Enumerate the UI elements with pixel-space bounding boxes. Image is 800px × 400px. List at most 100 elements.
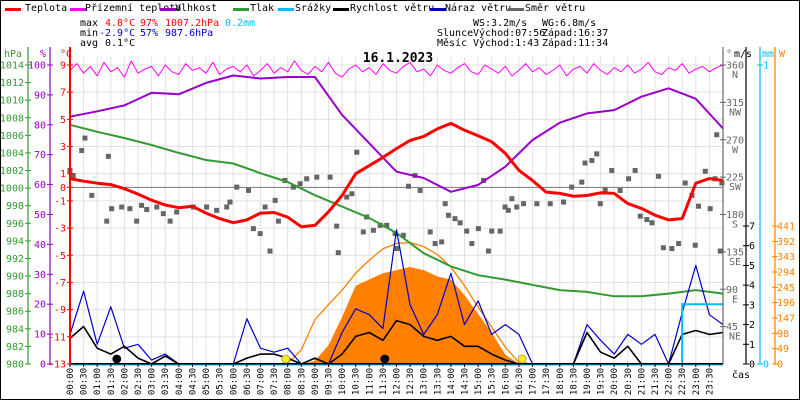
wind-direction-point xyxy=(154,204,160,210)
axis-tick-label-temp: 0 xyxy=(60,183,66,194)
axis-tick-label-percent: 30 xyxy=(34,270,46,281)
axis-tick-label-direction: 180 xyxy=(726,210,744,221)
wind-direction-point xyxy=(597,201,603,207)
axis-tick-label-hPa: 1008 xyxy=(0,113,24,124)
x-tick-label: 06:30 xyxy=(243,368,253,395)
x-tick-label: 08:30 xyxy=(297,368,307,395)
wind-direction-point xyxy=(349,191,355,197)
axis-tick-label-direction: 90 xyxy=(726,285,738,296)
wind-direction-point xyxy=(417,187,423,193)
legend-swatch-srazky xyxy=(278,8,294,11)
wind-direction-point xyxy=(224,204,230,210)
grid xyxy=(70,57,723,365)
axis-tick-label-temp: -7 xyxy=(54,278,66,289)
axis-tick-label-percent: 40 xyxy=(34,240,46,251)
wind-direction-point xyxy=(489,228,495,234)
axis-tick-label-hPa: 1004 xyxy=(0,148,24,159)
wind-direction-point xyxy=(405,183,411,189)
axis-tick-label-temp: -1 xyxy=(54,196,66,207)
axis-tick-label-direction: 225 xyxy=(726,173,744,184)
wind-direction-point xyxy=(589,158,595,164)
compass-label: N xyxy=(732,70,738,81)
x-tick-label: 07:30 xyxy=(270,368,280,395)
wind-direction-point xyxy=(475,226,481,232)
axis-tick-label-percent: 60 xyxy=(34,180,46,191)
wind-direction-point xyxy=(400,232,406,238)
wind-direction-point xyxy=(452,216,458,222)
axis-tick-label-wind: 0 xyxy=(749,360,755,371)
x-tick-label: 15:30 xyxy=(488,368,498,395)
wind-direction-point xyxy=(497,228,503,234)
stat-ws: WS:3.2m/s xyxy=(473,18,528,29)
legend-swatch-smer xyxy=(508,8,524,11)
wind-direction-point xyxy=(561,199,567,205)
x-tick-label: 22:30 xyxy=(678,368,688,395)
x-tick-label: 16:00 xyxy=(501,368,511,395)
x-tick-label: 05:00 xyxy=(202,368,212,395)
wind-direction-point xyxy=(717,248,723,254)
wind-direction-point xyxy=(275,218,281,224)
x-tick-label: 13:30 xyxy=(433,368,443,395)
x-tick-label: 03:30 xyxy=(161,368,171,395)
x-tick-label: 21:00 xyxy=(637,368,647,395)
axes: hPa% °C ° m/s mm W101410121010100810061004100… xyxy=(0,47,795,395)
moonset-time: Západ:11:34 xyxy=(542,38,609,49)
compass-label: W xyxy=(732,145,739,156)
x-tick-label: 00:30 xyxy=(80,368,90,395)
x-tick-label: 11:30 xyxy=(379,368,389,395)
axis-tick-label-wind: 5 xyxy=(749,261,755,272)
axis-tick-label-temp: -11 xyxy=(48,332,66,343)
wind-direction-point xyxy=(617,187,623,193)
stat-min-temp: -2.9°C xyxy=(99,28,136,39)
axis-tick-label-temp: -5 xyxy=(54,251,66,262)
wind-direction-point xyxy=(656,173,662,179)
wind-direction-point xyxy=(392,231,398,237)
axis-tick-label-wind: 4 xyxy=(749,281,755,292)
wind-direction-point xyxy=(344,194,350,200)
solar-radiation-area xyxy=(70,266,723,364)
x-axis-title: čas xyxy=(732,369,750,381)
wind-direction-point xyxy=(464,228,470,234)
x-tick-label: 14:00 xyxy=(447,368,457,395)
wind-direction-point xyxy=(644,216,650,222)
x-tick-label: 17:30 xyxy=(542,368,552,395)
axis-tick-label-hPa: 1014 xyxy=(0,61,24,72)
axis-tick-label-solar: 441 xyxy=(777,222,795,233)
x-tick-label: 13:00 xyxy=(420,368,430,395)
wind-direction-point xyxy=(442,201,448,207)
wind-direction-point xyxy=(579,179,585,185)
axis-tick-label-direction: 45 xyxy=(726,322,738,333)
axis-tick-label-percent: 50 xyxy=(34,210,46,221)
rain-line xyxy=(681,303,723,364)
wind-direction-point xyxy=(314,174,320,180)
wind-direction-point xyxy=(692,242,698,248)
axis-tick-label-hPa: 1012 xyxy=(0,78,24,89)
wind-direction-point xyxy=(234,184,240,190)
x-tick-label: 21:30 xyxy=(651,368,661,395)
stat-min-press: 987.6hPa xyxy=(165,28,214,39)
axis-tick-label-temp: 1 xyxy=(60,169,66,180)
legend-swatch-naraz xyxy=(430,8,446,11)
stat-min-hum: 57% xyxy=(140,28,159,39)
x-tick-label: 20:30 xyxy=(624,368,634,395)
axis-tick-label-wind: 7 xyxy=(749,222,755,233)
wind-direction-point xyxy=(660,245,666,251)
axis-tick-label-temp: 3 xyxy=(60,142,66,153)
axis-tick-label-hPa: 996 xyxy=(6,219,24,230)
wind-direction-point xyxy=(89,192,95,198)
axis-unit-percent: % xyxy=(40,49,46,60)
wind-direction-point xyxy=(707,206,713,212)
wind-direction-point xyxy=(267,248,273,254)
x-tick-label: 04:00 xyxy=(175,368,185,395)
legend-swatch-rychlost xyxy=(333,8,349,11)
wind-direction-point xyxy=(134,218,140,224)
legend-swatch-vlhkost xyxy=(160,8,176,11)
wind-direction-point xyxy=(696,203,702,209)
moonrise-marker xyxy=(112,354,122,364)
wind-direction-point xyxy=(174,209,180,215)
axis-tick-label-solar: 294 xyxy=(777,268,795,279)
axis-tick-label-solar: 245 xyxy=(777,283,795,294)
stat-wg: WG:6.8m/s xyxy=(542,18,597,29)
wind-direction-point xyxy=(257,231,263,237)
axis-tick-label-hPa: 984 xyxy=(6,324,24,335)
